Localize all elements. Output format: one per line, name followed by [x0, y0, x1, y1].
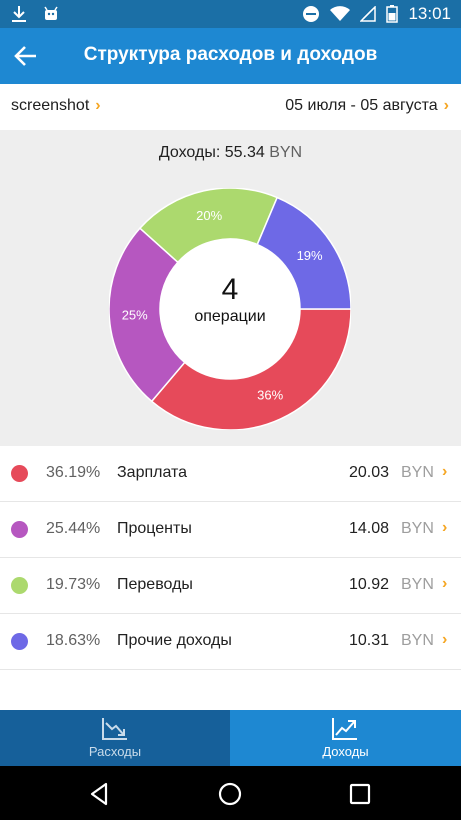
- filter-bar: screenshot › 05 июля - 05 августа ›: [0, 84, 461, 130]
- category-color-dot: [11, 633, 28, 650]
- list-item[interactable]: 19.73% Переводы 10.92 BYN ›: [0, 558, 461, 614]
- chevron-right-icon: ›: [443, 97, 449, 114]
- system-nav-bar: [0, 766, 461, 820]
- category-percent: 19.73%: [46, 576, 101, 593]
- app-bar: Структура расходов и доходов: [0, 28, 461, 84]
- category-list: 36.19% Зарплата 20.03 BYN › 25.44% Проце…: [0, 446, 461, 670]
- chevron-right-icon: ›: [95, 97, 101, 114]
- category-percent: 36.19%: [46, 464, 101, 481]
- chart-up-icon: [330, 716, 360, 742]
- clock-time: 13:01: [408, 4, 451, 23]
- category-amount: 10.31: [348, 632, 389, 649]
- donut-center: [160, 239, 300, 379]
- recents-square-icon[interactable]: [346, 780, 374, 808]
- battery-icon: [386, 5, 399, 23]
- category-name: Переводы: [117, 576, 193, 593]
- tab-income-label: Доходы: [322, 744, 369, 759]
- category-currency: BYN: [401, 520, 434, 537]
- tab-expenses-label: Расходы: [88, 744, 142, 759]
- chart-panel: Доходы: 55.34 BYN 36% 25% 20% 19% 4 операци…: [0, 130, 461, 446]
- back-triangle-icon[interactable]: [86, 780, 114, 808]
- category-currency: BYN: [401, 464, 434, 481]
- operations-count: 4: [221, 273, 239, 306]
- do-not-disturb-icon: [302, 5, 320, 23]
- page-title: Структура расходов и доходов: [83, 44, 378, 65]
- chevron-right-icon: ›: [442, 463, 448, 480]
- list-item[interactable]: 36.19% Зарплата 20.03 BYN ›: [0, 446, 461, 502]
- home-circle-icon[interactable]: [216, 780, 244, 808]
- income-total-currency: BYN: [269, 144, 303, 161]
- category-percent: 25.44%: [46, 520, 101, 537]
- category-color-dot: [11, 465, 28, 482]
- slice-percent-label: 36%: [257, 388, 283, 403]
- donut-chart[interactable]: 36% 25% 20% 19%: [109, 188, 351, 430]
- slice-percent-label: 25%: [122, 308, 148, 323]
- category-amount: 14.08: [348, 520, 389, 537]
- category-currency: BYN: [401, 576, 434, 593]
- income-total: Доходы: 55.34 BYN: [0, 144, 461, 162]
- category-color-dot: [11, 577, 28, 594]
- income-total-value: Доходы: 55.34: [158, 144, 265, 161]
- slice-percent-label: 20%: [196, 208, 222, 223]
- category-amount: 10.92: [348, 576, 389, 593]
- category-name: Проценты: [117, 520, 192, 537]
- back-arrow-icon[interactable]: [10, 40, 42, 72]
- bottom-tab-bar: Расходы Доходы: [0, 710, 461, 766]
- status-bar: 13:01: [0, 0, 461, 28]
- date-range-selector[interactable]: 05 июля - 05 августа ›: [285, 97, 449, 115]
- tab-income[interactable]: Доходы: [230, 710, 461, 766]
- category-percent: 18.63%: [46, 632, 101, 649]
- chevron-right-icon: ›: [442, 631, 448, 648]
- android-icon: [42, 4, 60, 24]
- category-amount: 20.03: [348, 464, 389, 481]
- list-item[interactable]: 18.63% Прочие доходы 10.31 BYN ›: [0, 614, 461, 670]
- account-name: screenshot: [11, 97, 90, 114]
- category-color-dot: [11, 521, 28, 538]
- chart-down-icon: [100, 716, 130, 742]
- list-item[interactable]: 25.44% Проценты 14.08 BYN ›: [0, 502, 461, 558]
- operations-label: операции: [194, 308, 266, 325]
- category-name: Прочие доходы: [117, 632, 232, 649]
- slice-percent-label: 19%: [297, 248, 323, 263]
- chevron-right-icon: ›: [442, 575, 448, 592]
- signal-icon: [360, 6, 377, 22]
- wifi-icon: [330, 6, 351, 22]
- download-icon: [10, 4, 28, 24]
- chevron-right-icon: ›: [442, 519, 448, 536]
- date-range-text: 05 июля - 05 августа: [285, 97, 438, 114]
- account-selector[interactable]: screenshot ›: [11, 97, 101, 115]
- tab-expenses[interactable]: Расходы: [0, 710, 230, 766]
- category-name: Зарплата: [117, 464, 188, 481]
- category-currency: BYN: [401, 632, 434, 649]
